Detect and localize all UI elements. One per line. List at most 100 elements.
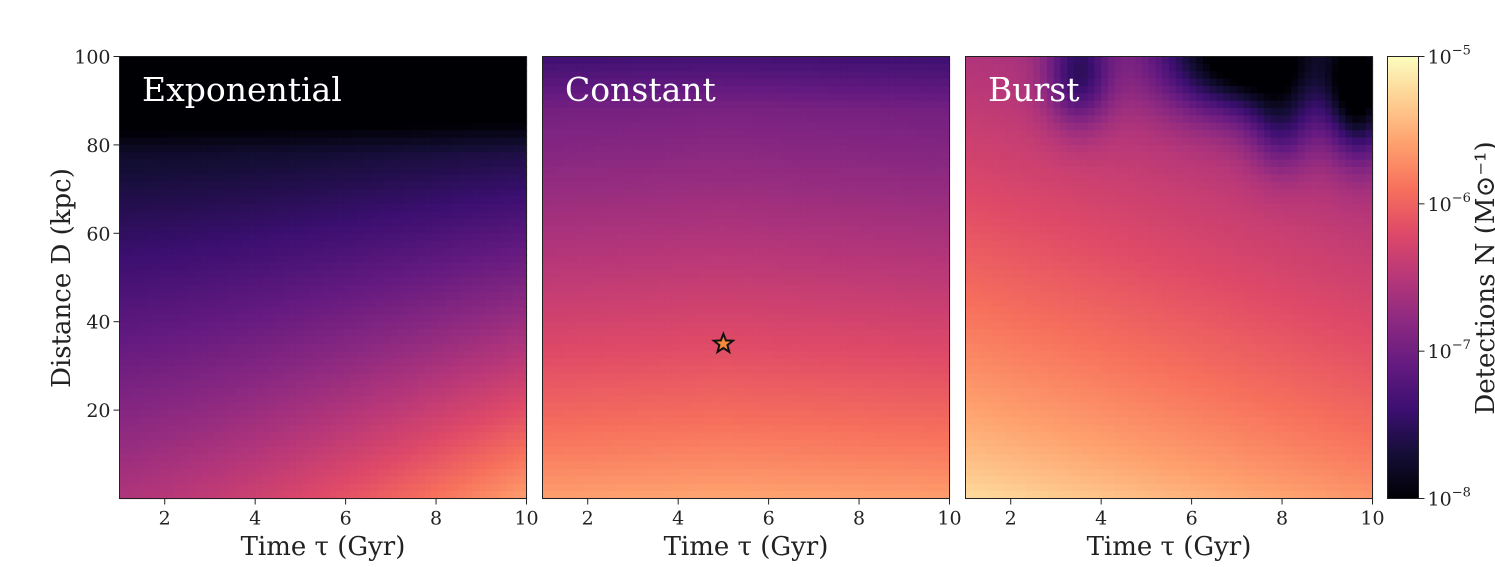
heatmap-cell (173, 343, 182, 352)
heatmap-cell (390, 262, 399, 271)
heatmap-cell (929, 174, 937, 183)
heatmap-cell (133, 299, 141, 308)
heatmap-cell (451, 380, 460, 389)
heatmap-cell (583, 203, 591, 212)
heatmap-cell (492, 218, 500, 227)
heatmap-cell (166, 181, 175, 190)
heatmap-cell (617, 167, 625, 175)
heatmap-cell (133, 292, 141, 301)
heatmap-cell (241, 189, 249, 198)
heatmap-cell (187, 314, 195, 323)
heatmap-cell (485, 417, 494, 426)
heatmap-cell (438, 174, 446, 183)
heatmap-cell (214, 351, 222, 360)
heatmap-cell (390, 181, 399, 190)
heatmap-cell (596, 56, 605, 65)
heatmap-cell (929, 115, 937, 124)
heatmap-cell (512, 373, 521, 382)
heatmap-cell (316, 255, 324, 264)
heatmap-cell (200, 270, 209, 279)
heatmap-cell (241, 218, 249, 227)
heatmap-cell (261, 196, 270, 205)
heatmap-cell (173, 373, 182, 382)
heatmap-cell (512, 336, 521, 345)
heatmap-cell (800, 196, 808, 205)
heatmap-cell (779, 196, 788, 205)
heatmap-cell (289, 454, 297, 463)
heatmap-cell (411, 56, 419, 65)
heatmap-cell (248, 365, 256, 374)
heatmap-cell (241, 233, 249, 242)
heatmap-cell (766, 203, 774, 212)
heatmap-cell (718, 152, 727, 161)
heatmap-cell (187, 108, 195, 117)
heatmap-cell (207, 454, 216, 463)
heatmap-cell (786, 78, 795, 87)
heatmap-cell (160, 343, 168, 352)
heatmap-cell (194, 63, 202, 72)
heatmap-cell (895, 211, 903, 220)
heatmap-cell (221, 329, 229, 338)
heatmap-cell (458, 248, 467, 256)
heatmap-cell (684, 122, 693, 131)
heatmap-cell (472, 395, 480, 404)
heatmap-cell (228, 491, 236, 500)
heatmap-cell (712, 137, 720, 146)
heatmap-cell (445, 284, 453, 293)
heatmap-cell (465, 233, 473, 242)
heatmap-cell (363, 78, 372, 87)
heatmap-cell (248, 476, 256, 485)
heatmap-cell (411, 248, 419, 256)
heatmap-cell (282, 218, 290, 227)
heatmap-cell (929, 167, 937, 175)
heatmap-cell (651, 56, 659, 65)
heatmap-cell (255, 395, 263, 404)
heatmap-cell (773, 63, 781, 72)
heatmap-cell (623, 122, 632, 131)
heatmap-cell (752, 85, 761, 94)
heatmap-cell (786, 122, 795, 131)
heatmap-cell (370, 432, 378, 441)
heatmap-cell (827, 167, 835, 175)
heatmap-cell (589, 115, 598, 124)
heatmap-cell (119, 491, 127, 500)
heatmap-cell (207, 181, 216, 190)
heatmap-cell (248, 483, 256, 492)
heatmap-cell (200, 167, 209, 175)
heatmap-cell (800, 85, 808, 94)
heatmap-cell (187, 388, 195, 396)
heatmap-cell (180, 248, 188, 256)
heatmap-cell (336, 248, 344, 256)
heatmap-cell (207, 314, 216, 323)
heatmap-cell (637, 196, 645, 205)
heatmap-cell (424, 395, 433, 404)
heatmap-cell (248, 410, 256, 419)
heatmap-cell (194, 343, 202, 352)
heatmap-cell (411, 270, 419, 279)
heatmap-cell (146, 321, 155, 330)
heatmap-cell (458, 56, 467, 65)
heatmap-cell (377, 402, 385, 411)
heatmap-cell (834, 100, 842, 109)
heatmap-cell (329, 410, 338, 419)
heatmap-cell (479, 365, 487, 374)
heatmap-field-constant (542, 56, 951, 500)
heatmap-cell (363, 240, 372, 249)
heatmap-cell (221, 358, 229, 367)
heatmap-cell (895, 56, 903, 65)
heatmap-cell (569, 137, 578, 146)
heatmap-cell (356, 144, 365, 153)
heatmap-cell (725, 56, 734, 65)
heatmap-cell (834, 78, 842, 87)
heatmap-cell (397, 85, 405, 94)
heatmap-cell (793, 203, 801, 212)
heatmap-cell (499, 306, 507, 315)
heatmap-cell (431, 181, 439, 190)
heatmap-cell (472, 159, 480, 168)
heatmap-cell (576, 137, 584, 146)
heatmap-cell (492, 454, 500, 463)
heatmap-cell (200, 402, 209, 411)
heatmap-cell (807, 218, 815, 227)
heatmap-cell (295, 402, 304, 411)
heatmap-cell (623, 152, 632, 161)
